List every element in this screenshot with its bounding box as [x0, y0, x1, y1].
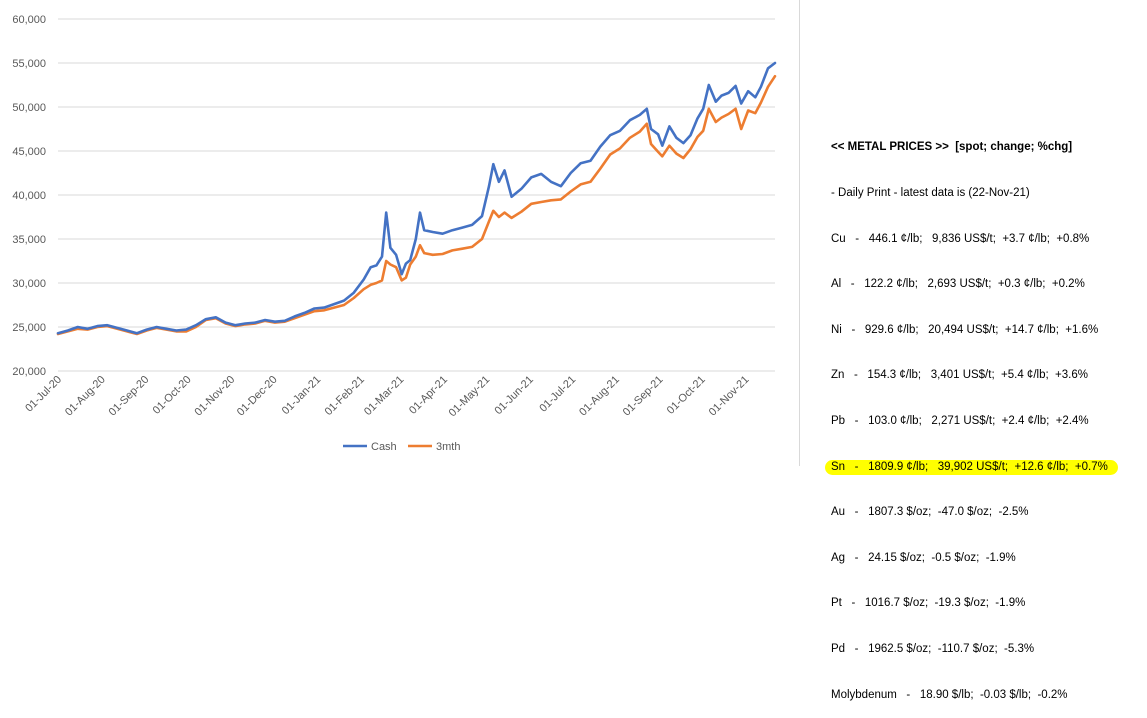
y-tick-label: 45,000 [12, 146, 46, 158]
price-row-sn-highlighted: Sn - 1809.9 ¢/lb; 39,902 US$/t; +12.6 ¢/… [825, 459, 1118, 475]
prices-title: << METAL PRICES >> [spot; change; %chg] [831, 141, 1073, 154]
x-tick-label: 01-Aug-21 [577, 374, 622, 419]
price-row-cu: Cu - 446.1 ¢/lb; 9,836 US$/t; +3.7 ¢/lb;… [831, 232, 1090, 245]
x-tick-label: 01-Feb-21 [323, 374, 367, 418]
y-tick-label: 20,000 [12, 366, 46, 378]
price-row-pd: Pd - 1962.5 $/oz; -110.7 $/oz; -5.3% [831, 642, 1035, 655]
legend-label-3mth: 3mth [436, 441, 460, 453]
price-row-ni: Ni - 929.6 ¢/lb; 20,494 US$/t; +14.7 ¢/l… [831, 323, 1099, 336]
x-tick-label: 01-Nov-21 [707, 374, 752, 419]
x-tick-label: 01-Sep-21 [621, 374, 666, 419]
price-row-molybdenum: Molybdenum - 18.90 $/lb; -0.03 $/lb; -0.… [831, 688, 1068, 701]
x-tick-label: 01-Sep-20 [107, 374, 152, 419]
price-chart: 20,000 25,000 30,000 35,000 40,000 45,000 50,0… [12, 14, 777, 453]
x-tick-label: 01-Jul-21 [537, 374, 578, 415]
metal-prices-panel: << METAL PRICES >> [spot; change; %chg] … [825, 110, 1141, 718]
x-tick-label: 01-Nov-20 [193, 374, 238, 419]
x-tick-label: 01-Apr-21 [407, 374, 450, 417]
legend-label-cash: Cash [371, 441, 397, 453]
x-tick-label: 01-Aug-20 [63, 374, 108, 419]
y-tick-label: 50,000 [12, 102, 46, 114]
x-tick-label: 01-Jul-20 [23, 374, 64, 415]
price-row-zn: Zn - 154.3 ¢/lb; 3,401 US$/t; +5.4 ¢/lb;… [831, 369, 1088, 382]
x-tick-label: 01-Jun-21 [492, 374, 536, 418]
price-row-al: Al - 122.2 ¢/lb; 2,693 US$/t; +0.3 ¢/lb;… [831, 278, 1085, 291]
chart-panel: 20,000 25,000 30,000 35,000 40,000 45,000 50,0… [0, 0, 800, 466]
prices-subtitle: - Daily Print - latest data is (22-Nov-2… [831, 187, 1030, 199]
price-row-pt: Pt - 1016.7 $/oz; -19.3 $/oz; -1.9% [831, 597, 1026, 610]
x-tick-label: 01-Mar-21 [362, 374, 406, 418]
price-row-au: Au - 1807.3 $/oz; -47.0 $/oz; -2.5% [831, 506, 1029, 519]
y-tick-label: 30,000 [12, 278, 46, 290]
y-tick-label: 55,000 [12, 58, 46, 70]
x-tick-label: 01-Oct-21 [665, 374, 708, 417]
x-tick-label: 01-May-21 [447, 374, 493, 420]
x-tick-label: 01-Oct-20 [151, 374, 194, 417]
x-tick-label: 01-Dec-20 [235, 374, 280, 419]
series-line-cash [56, 61, 777, 335]
x-tick-label: 01-Jan-21 [280, 374, 324, 418]
price-row-ag: Ag - 24.15 $/oz; -0.5 $/oz; -1.9% [831, 551, 1016, 564]
y-tick-label: 35,000 [12, 234, 46, 246]
y-tick-label: 40,000 [12, 190, 46, 202]
series-line-3mth [56, 74, 777, 336]
price-row-pb: Pb - 103.0 ¢/lb; 2,271 US$/t; +2.4 ¢/lb;… [831, 414, 1089, 427]
y-tick-label: 60,000 [12, 14, 46, 26]
y-tick-label: 25,000 [12, 322, 46, 334]
